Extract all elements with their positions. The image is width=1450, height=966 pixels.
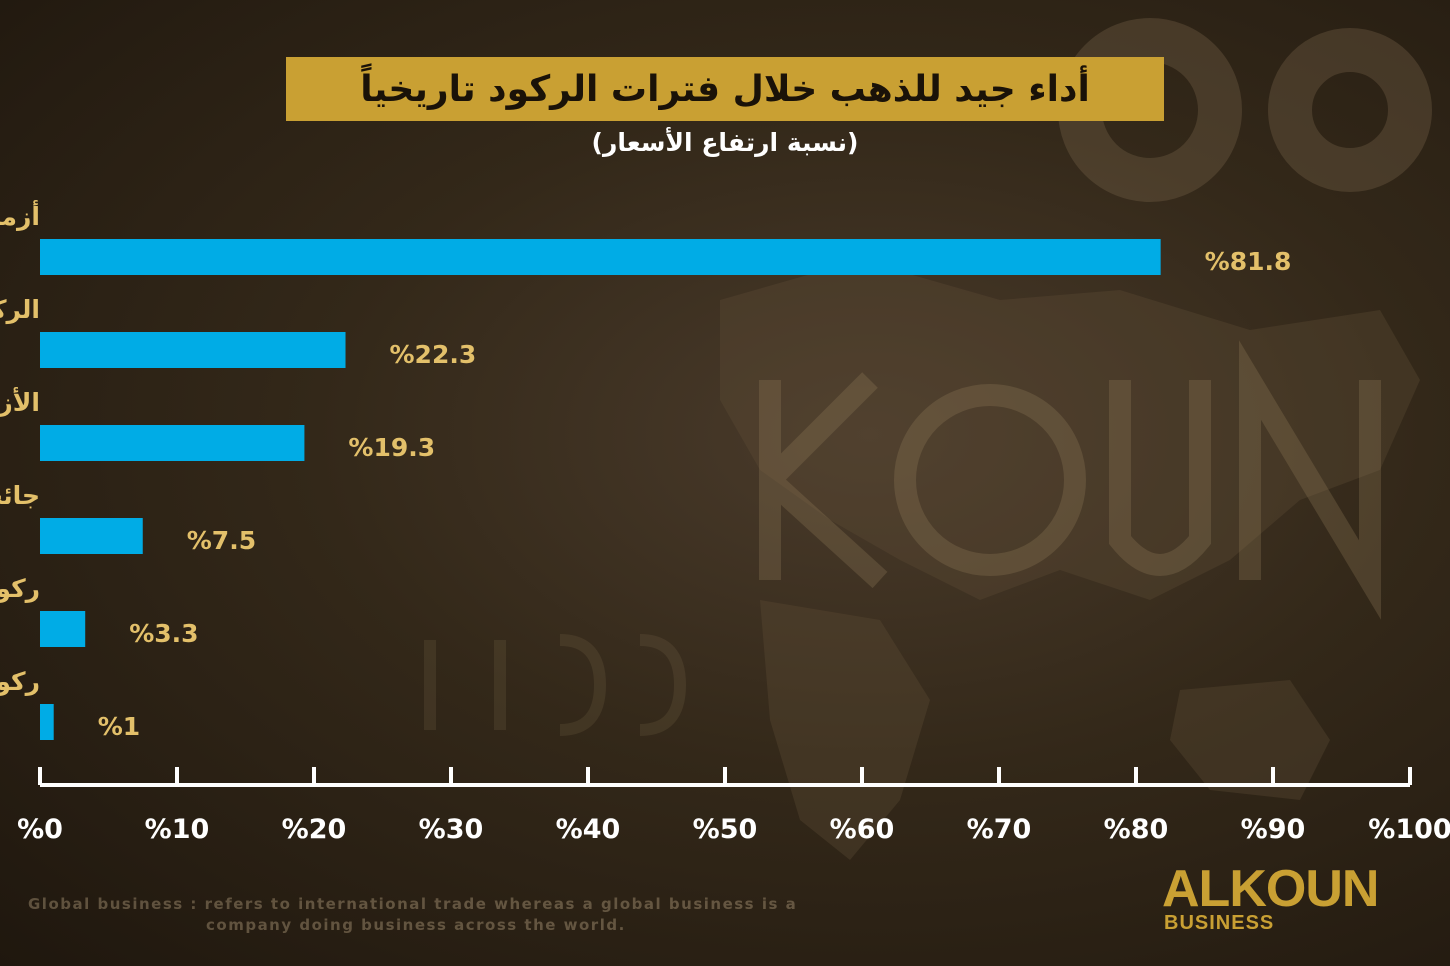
x-tick-label: %90 <box>1241 814 1306 845</box>
footer-note-line1: Global business : refers to internationa… <box>28 895 798 913</box>
logo-sub-text: BUSINESS <box>1164 912 1275 934</box>
bar <box>40 425 305 461</box>
alkoun-logo: ALKOUN BUSINESS <box>1160 862 1420 938</box>
x-tick-label: %60 <box>830 814 895 845</box>
value-label: %3.3 <box>129 619 198 648</box>
bar <box>40 518 143 554</box>
bar <box>40 239 1161 275</box>
footer-note-line2: company doing business across the world. <box>206 916 626 934</box>
category-label: الأزمة المالية (2007-2009) <box>0 387 40 417</box>
category-label: أزمة الطاقة (1973-1975) <box>0 200 40 231</box>
bar <box>40 332 346 368</box>
category-label: جائحة كرونا (2020) <box>0 481 40 511</box>
x-tick-label: %70 <box>967 814 1032 845</box>
logo-main-text: ALKOUN <box>1162 860 1379 918</box>
category-label: ركود أوائل القرن الـ21 (2001) <box>0 572 40 604</box>
chart-title: أداء جيد للذهب خلال فترات الركود تاريخيا… <box>360 68 1090 110</box>
x-tick-label: %50 <box>693 814 758 845</box>
chart-subtitle: (نسبة ارتفاع الأسعار) <box>591 128 859 157</box>
category-label: الركود التضخمي (1979-1982) <box>0 295 40 325</box>
value-label: %7.5 <box>187 526 256 555</box>
value-label: %22.3 <box>390 340 477 369</box>
category-label: ركود التسعينات (1991-1992) <box>0 667 40 697</box>
x-tick-label: %30 <box>419 814 484 845</box>
bar <box>40 611 86 647</box>
title-banner: أداء جيد للذهب خلال فترات الركود تاريخيا… <box>286 57 1164 121</box>
x-tick-label: %10 <box>145 814 210 845</box>
x-tick-label: %20 <box>282 814 347 845</box>
x-tick-label: %0 <box>17 814 63 845</box>
bar <box>40 704 54 740</box>
x-tick-label: %80 <box>1104 814 1169 845</box>
value-label: %1 <box>98 712 140 741</box>
footer-note: Global business : refers to internationa… <box>28 894 808 936</box>
x-tick-label: %100 <box>1368 814 1450 845</box>
value-label: %19.3 <box>348 433 435 462</box>
x-tick-label: %40 <box>556 814 621 845</box>
value-label: %81.8 <box>1205 247 1292 276</box>
